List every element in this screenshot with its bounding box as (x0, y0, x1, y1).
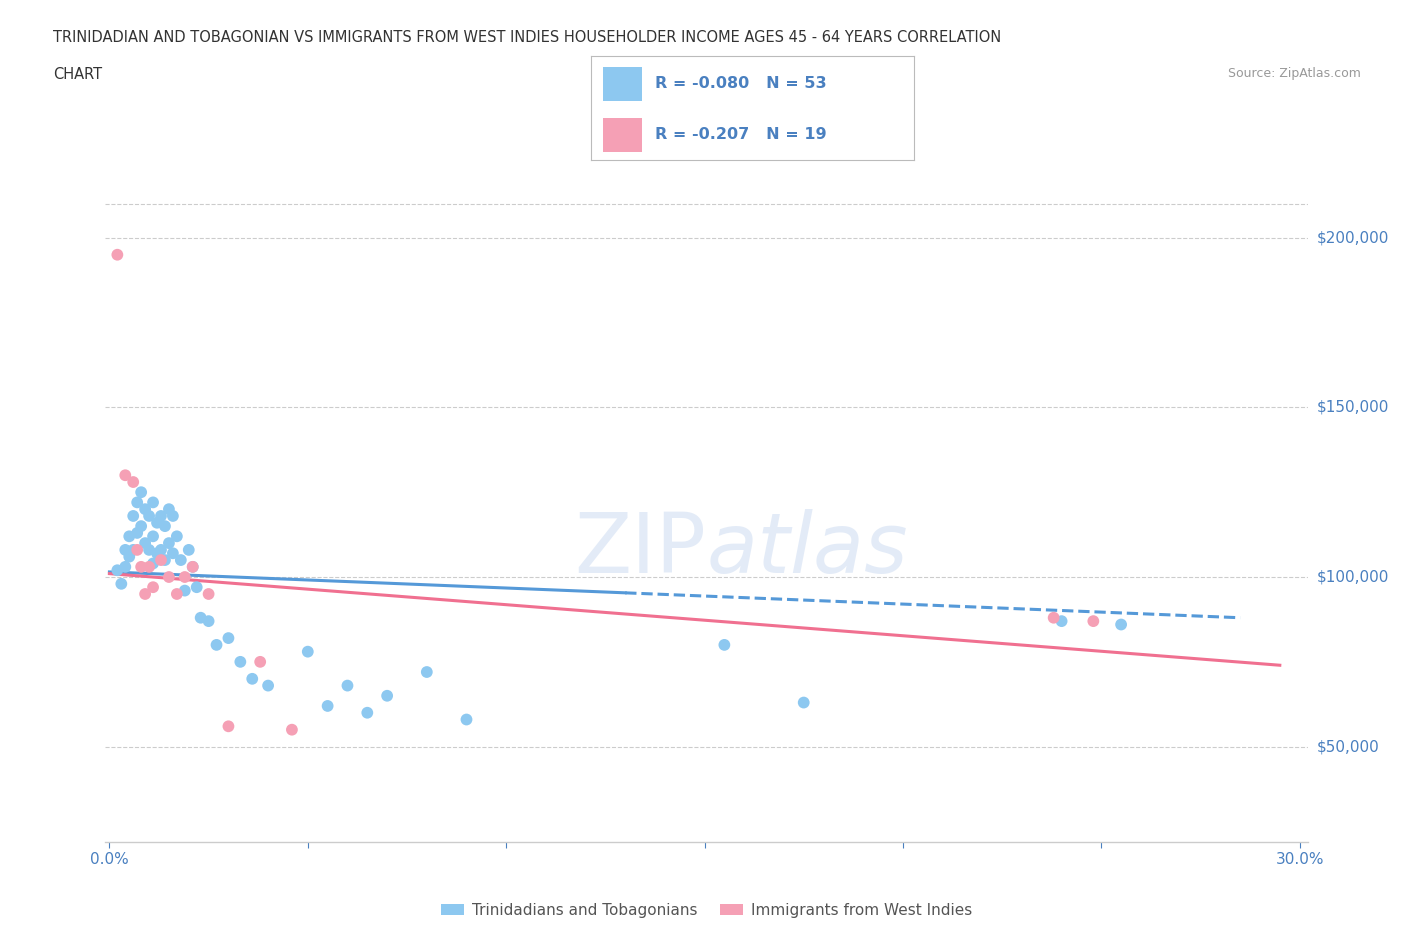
Text: R = -0.080   N = 53: R = -0.080 N = 53 (655, 76, 827, 91)
Point (173, 569, 195, 584)
Point (118, 550, 141, 565)
Point (153, 552, 176, 567)
Point (134, 587, 156, 602)
Point (138, 509, 160, 524)
Text: CHART: CHART (53, 67, 103, 82)
Point (134, 502, 156, 517)
Point (162, 546, 184, 561)
Text: ZIP: ZIP (575, 509, 707, 590)
Point (150, 542, 173, 557)
Point (240, 671, 263, 686)
Point (105, 563, 128, 578)
Point (142, 556, 165, 571)
Point (157, 502, 180, 517)
Point (1083, 614, 1105, 629)
Text: TRINIDADIAN AND TOBAGONIAN VS IMMIGRANTS FROM WEST INDIES HOUSEHOLDER INCOME AGE: TRINIDADIAN AND TOBAGONIAN VS IMMIGRANTS… (53, 30, 1001, 45)
Point (416, 665, 439, 680)
Point (150, 509, 173, 524)
Text: R = -0.207   N = 19: R = -0.207 N = 19 (655, 127, 827, 142)
Point (162, 509, 184, 524)
Point (114, 542, 136, 557)
Point (217, 719, 239, 734)
Point (122, 542, 145, 557)
FancyBboxPatch shape (603, 118, 643, 152)
Point (1050, 614, 1073, 629)
Point (146, 515, 169, 530)
Text: Source: ZipAtlas.com: Source: ZipAtlas.com (1227, 67, 1361, 80)
Legend: Trinidadians and Tobagonians, Immigrants from West Indies: Trinidadians and Tobagonians, Immigrants… (434, 897, 979, 923)
Point (142, 579, 165, 594)
Point (105, 247, 128, 262)
Text: $100,000: $100,000 (1317, 569, 1389, 585)
Point (316, 698, 339, 713)
Text: $200,000: $200,000 (1317, 231, 1389, 246)
Point (157, 569, 180, 584)
Point (166, 587, 188, 602)
Text: $150,000: $150,000 (1317, 400, 1389, 415)
Point (129, 485, 152, 499)
Point (793, 695, 815, 710)
Point (375, 688, 398, 703)
Point (170, 552, 193, 567)
Point (713, 637, 735, 652)
Point (217, 631, 239, 645)
Point (181, 560, 204, 575)
Point (138, 542, 160, 557)
Point (190, 610, 212, 625)
Point (134, 536, 156, 551)
Point (122, 509, 145, 524)
Point (118, 529, 141, 544)
Point (127, 542, 149, 557)
Point (127, 525, 149, 540)
Point (114, 560, 136, 575)
Point (110, 577, 132, 591)
Point (166, 529, 188, 544)
Point (1042, 610, 1064, 625)
Point (197, 587, 219, 602)
Point (297, 644, 319, 659)
Point (153, 519, 176, 534)
Point (127, 495, 149, 510)
Point (249, 655, 271, 670)
Point (186, 579, 208, 594)
Text: atlas: atlas (707, 509, 908, 590)
Point (129, 519, 152, 534)
Point (122, 474, 145, 489)
Point (173, 583, 195, 598)
Point (456, 712, 478, 727)
Point (157, 536, 180, 551)
Point (181, 560, 204, 575)
Point (1109, 618, 1132, 632)
Point (142, 529, 165, 544)
Text: $50,000: $50,000 (1317, 739, 1379, 754)
Point (138, 560, 160, 575)
Point (150, 552, 173, 567)
Point (281, 723, 304, 737)
Point (146, 546, 169, 561)
FancyBboxPatch shape (603, 67, 643, 100)
Point (142, 495, 165, 510)
Point (257, 678, 280, 693)
Point (197, 614, 219, 629)
Point (114, 468, 136, 483)
Point (229, 655, 252, 670)
Point (205, 637, 228, 652)
Point (177, 542, 200, 557)
Point (356, 705, 378, 720)
Point (336, 678, 359, 693)
Point (129, 560, 152, 575)
